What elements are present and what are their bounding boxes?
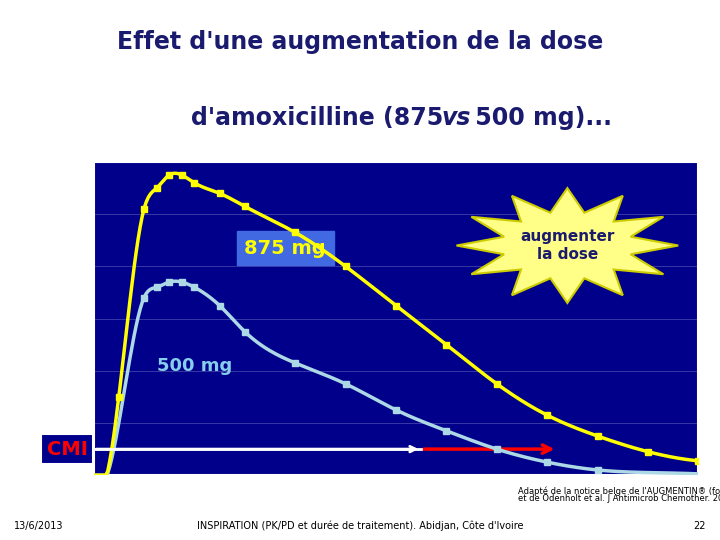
Text: d'amoxicilline (875: d'amoxicilline (875 <box>191 106 451 130</box>
Text: 500 mg: 500 mg <box>157 356 232 375</box>
Text: INSPIRATION (PK/PD et durée de traitement). Abidjan, Côte d'Ivoire: INSPIRATION (PK/PD et durée de traitemen… <box>197 521 523 531</box>
Text: 22: 22 <box>693 521 706 531</box>
Text: et de Odenholt et al. J Antimicrob Chemother. 2004 Dec;54(6):1062-6.: et de Odenholt et al. J Antimicrob Chemo… <box>518 494 720 503</box>
Text: vs: vs <box>441 106 471 130</box>
Y-axis label: Concentration (mg/l): Concentration (mg/l) <box>41 221 59 416</box>
Text: 875 mg: 875 mg <box>244 239 326 258</box>
Text: 500 mg)...: 500 mg)... <box>467 106 611 130</box>
Text: augmenter
la dose: augmenter la dose <box>520 230 615 262</box>
Text: Effet d'une augmentation de la dose: Effet d'une augmentation de la dose <box>117 30 603 55</box>
Text: Adapté de la notice belge de l'AUGMENTIN® (formes orales): Adapté de la notice belge de l'AUGMENTIN… <box>518 487 720 496</box>
Text: CMI: CMI <box>47 440 88 458</box>
X-axis label: Temps (h): Temps (h) <box>346 505 446 523</box>
Polygon shape <box>456 188 678 303</box>
Text: 13/6/2013: 13/6/2013 <box>14 521 64 531</box>
